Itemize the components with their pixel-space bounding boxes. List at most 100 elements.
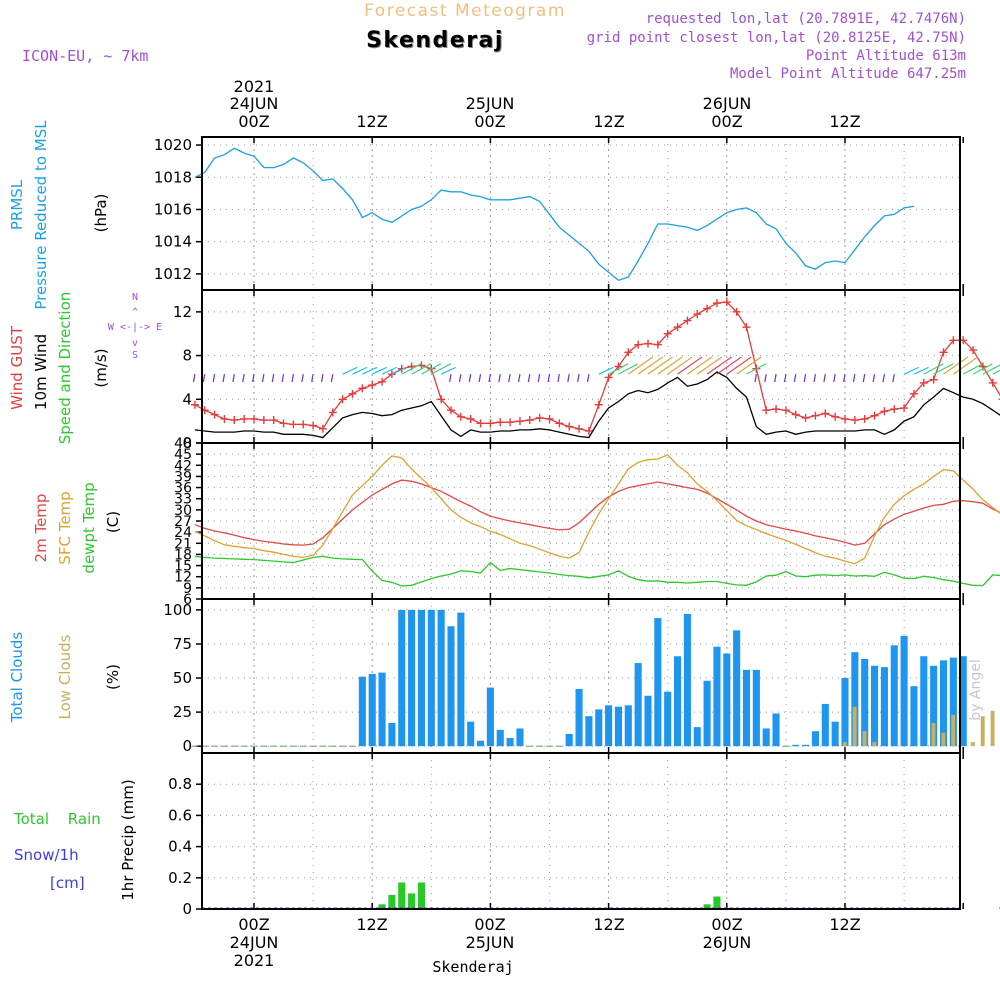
requested-coords: requested lon,lat (20.7891E, 42.7476N) <box>646 11 966 27</box>
gust-point <box>190 400 199 409</box>
pressure-panel-labels: PRMSL Pressure Reduced to MSL (hPa) <box>8 120 110 310</box>
total-cloud-bar <box>762 728 770 747</box>
gust-point <box>673 323 682 332</box>
gust-label: Wind GUST <box>8 325 26 410</box>
gust-point <box>486 419 495 428</box>
wind-arrow <box>352 366 368 375</box>
wind-arrow <box>803 374 807 383</box>
total-cloud-bar <box>605 705 613 747</box>
gust-point <box>318 424 327 433</box>
pressure-ytick-label: 1020 <box>154 136 192 154</box>
gust-point <box>722 298 731 307</box>
gust-point <box>575 424 584 433</box>
gust-point <box>703 304 712 313</box>
gust-point <box>939 348 948 357</box>
precip-unit-label: 1hr Precip (mm) <box>119 779 137 900</box>
gust-point <box>545 414 554 423</box>
wind-arrow <box>567 374 570 383</box>
total-cloud-bar <box>496 729 504 747</box>
total-cloud-bar <box>723 653 731 747</box>
total-cloud-bar <box>674 656 682 747</box>
gust-point <box>919 378 928 387</box>
temp2m-line <box>194 479 1000 546</box>
wind-arrow <box>411 363 432 375</box>
gust-point <box>466 414 475 423</box>
wind-arrow <box>577 374 580 383</box>
gust-point <box>358 384 367 393</box>
wind-arrow <box>371 366 387 375</box>
total-cloud-bar <box>378 672 386 747</box>
wind-arrow <box>449 374 452 383</box>
total-cloud-bar <box>821 703 829 747</box>
day-label-top-0: 24JUN <box>230 94 279 113</box>
wind-unit-label: (m/s) <box>92 348 110 387</box>
rain-bar <box>388 894 396 909</box>
pressure-ytick-label: 1012 <box>154 265 192 283</box>
low-cloud-bar <box>970 742 975 747</box>
temperature-ytick-label: 27 <box>174 514 192 530</box>
wind-arrow <box>478 374 482 383</box>
wind-arrow <box>517 374 521 383</box>
total-cloud-bar <box>920 656 928 747</box>
temperature-ytick-label: 12 <box>174 570 192 586</box>
wind-ytick-label: 8 <box>182 347 192 365</box>
temperature-ytick-label: 9 <box>183 581 192 597</box>
tick-label-top-4: 00Z <box>711 112 742 131</box>
low-cloud-bar <box>862 731 867 747</box>
meteogram-title: Forecast Meteogram <box>364 1 566 21</box>
gust-point <box>850 416 859 425</box>
gust-point <box>496 418 505 427</box>
wind-arrow <box>754 374 757 383</box>
pressure-msl-label: Pressure Reduced to MSL <box>32 120 50 310</box>
wind-arrow <box>330 374 334 383</box>
wind10m-line <box>194 371 1000 439</box>
gust-point <box>250 414 258 423</box>
wind-arrow <box>212 374 216 383</box>
gust-point <box>338 395 347 404</box>
gust-point <box>929 375 938 384</box>
temp2m-label: 2m Temp <box>32 494 50 563</box>
total-cloud-bar <box>614 706 622 747</box>
wind-arrow <box>872 374 876 383</box>
precip-ytick-label: 0.4 <box>168 838 192 856</box>
wind-arrow <box>498 374 501 383</box>
wind10m-label: 10m Wind <box>32 334 50 410</box>
precip-ytick-label: 0 <box>182 900 192 918</box>
dewpt-label: dewpt Temp <box>80 482 98 573</box>
total-cloud-bar <box>939 660 948 747</box>
pressure-line <box>194 147 915 282</box>
total-cloud-bar <box>388 723 396 747</box>
low-cloud-bar <box>842 742 847 747</box>
gust-point <box>456 412 465 421</box>
total-clouds-label: Total Clouds <box>8 632 26 724</box>
wind-arrow <box>547 374 551 383</box>
gust-point <box>742 323 751 332</box>
pressure-panel: 1012 1014 1016 1018 1020 <box>154 136 964 291</box>
clouds-ytick-label: 50 <box>173 669 192 687</box>
pressure-ytick-label: 1014 <box>154 233 192 251</box>
gust-point <box>535 413 544 422</box>
pressure-ytick-label: 1018 <box>154 168 192 186</box>
clouds-ytick-label: 0 <box>182 737 192 755</box>
gust-point <box>949 336 958 345</box>
temperature-ytick-label: 6 <box>183 592 192 608</box>
footer-location: Skenderaj <box>432 958 513 976</box>
wind-ytick-label: 0 <box>182 434 192 452</box>
gust-point <box>309 421 318 430</box>
temp-panel-labels: 2m Temp SFC Temp dewpt Temp (C) <box>32 482 122 573</box>
total-cloud-bar <box>703 680 711 747</box>
gust-point <box>565 422 574 431</box>
gust-point <box>584 426 593 435</box>
compass-vertical: ^ <box>132 307 138 318</box>
total-cloud-bar <box>880 667 888 747</box>
total-cloud-bar <box>683 613 691 747</box>
wind-panel-labels: Wind GUST 10m Wind Speed and Direction (… <box>8 292 162 445</box>
tick-label-bottom-0: 00Z <box>238 915 269 934</box>
gust-point <box>210 410 219 419</box>
gust-point <box>624 348 633 357</box>
total-cloud-bar <box>595 709 603 747</box>
wind-arrow <box>527 374 531 383</box>
wind-arrow <box>381 366 397 375</box>
pressure-unit-label: (hPa) <box>92 194 110 233</box>
total-rain-label: Total Rain <box>13 810 101 828</box>
